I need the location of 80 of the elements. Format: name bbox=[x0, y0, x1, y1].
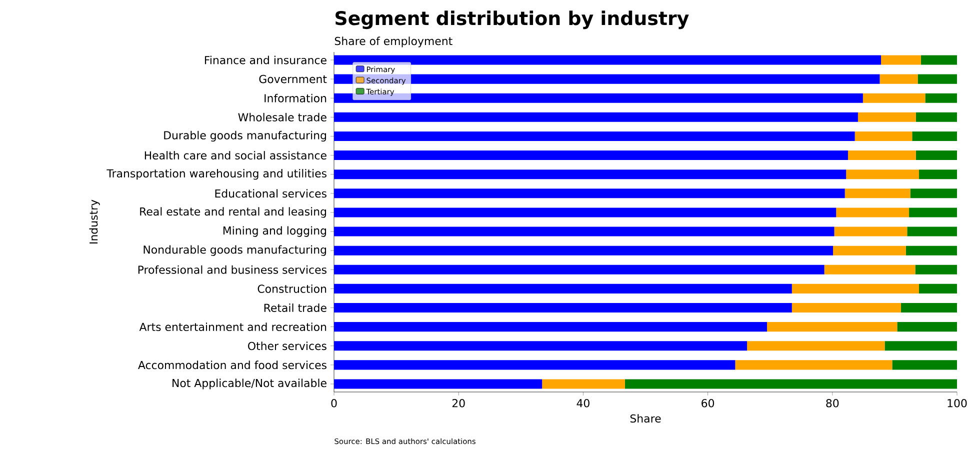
bar bbox=[624, 379, 958, 389]
bar bbox=[848, 150, 916, 160]
bar bbox=[747, 341, 885, 351]
bar bbox=[858, 112, 916, 122]
bar bbox=[892, 360, 958, 370]
bar bbox=[735, 360, 892, 370]
bar bbox=[334, 208, 836, 218]
bar bbox=[334, 112, 858, 122]
bar bbox=[920, 55, 958, 65]
y-tick-label: Real estate and rental and leasing bbox=[140, 207, 326, 218]
bar bbox=[854, 131, 912, 141]
x-tick-label: 20 bbox=[452, 399, 465, 408]
bar bbox=[792, 284, 920, 294]
bar bbox=[884, 341, 958, 351]
y-tick-label: Construction bbox=[258, 284, 326, 293]
bar bbox=[862, 93, 926, 103]
bar bbox=[334, 379, 542, 389]
y-tick-label: Government bbox=[259, 74, 327, 84]
bar bbox=[918, 74, 958, 84]
x-axis-title: Share bbox=[630, 414, 661, 423]
y-tick-label: Retail trade bbox=[264, 304, 326, 312]
x-tick-label: 80 bbox=[826, 399, 839, 408]
bar bbox=[334, 322, 767, 332]
bar bbox=[334, 264, 824, 274]
bar bbox=[334, 302, 792, 313]
chart-subtitle: Share of employment bbox=[334, 36, 452, 48]
x-tick-label: 100 bbox=[948, 399, 967, 408]
bar bbox=[919, 284, 958, 294]
bar bbox=[925, 93, 958, 103]
y-tick-label: Information bbox=[264, 94, 326, 102]
bar bbox=[334, 150, 848, 160]
y-tick-label: Wholesale trade bbox=[238, 112, 326, 122]
bar bbox=[912, 131, 958, 141]
bar bbox=[334, 284, 792, 294]
bar bbox=[833, 246, 906, 256]
bar bbox=[334, 170, 846, 180]
bar bbox=[766, 322, 898, 332]
y-tick-label: Accommodation and food services bbox=[138, 360, 326, 370]
bar bbox=[334, 188, 845, 198]
bar bbox=[907, 226, 958, 236]
bar bbox=[880, 74, 918, 84]
bar bbox=[334, 246, 834, 256]
x-tick-label: 0 bbox=[331, 399, 337, 408]
bar bbox=[881, 55, 921, 65]
bar bbox=[334, 131, 855, 141]
chart-title: Segment distribution by industry bbox=[336, 10, 689, 30]
bar bbox=[334, 226, 834, 236]
x-tick-label: 60 bbox=[702, 399, 714, 408]
bar bbox=[916, 112, 958, 122]
y-tick-label: Mining and logging bbox=[223, 226, 326, 237]
bar bbox=[844, 188, 910, 198]
y-tick-label: Other services bbox=[248, 342, 326, 350]
y-tick-label: Nondurable goods manufacturing bbox=[144, 245, 326, 256]
bar bbox=[909, 208, 958, 218]
bar bbox=[900, 302, 958, 313]
bar bbox=[906, 246, 958, 256]
bar bbox=[824, 264, 916, 274]
y-tick-label: Educational services bbox=[215, 189, 326, 198]
bar bbox=[834, 226, 908, 236]
y-tick-label: Arts entertainment and recreation bbox=[139, 322, 326, 332]
bar bbox=[836, 208, 910, 218]
bar bbox=[897, 322, 958, 332]
y-tick-label: Finance and insurance bbox=[204, 56, 326, 64]
bar bbox=[542, 379, 625, 389]
bar bbox=[792, 302, 901, 313]
bar bbox=[334, 341, 748, 351]
bar bbox=[919, 170, 958, 180]
bar bbox=[916, 150, 958, 160]
bar bbox=[846, 170, 920, 180]
bar bbox=[334, 360, 736, 370]
y-tick-label: Transportation warehousing and utilities bbox=[106, 169, 326, 180]
y-tick-label: Not Applicable/Not available bbox=[172, 378, 326, 390]
y-tick-label: Professional and business services bbox=[138, 265, 326, 274]
y-tick-label: Durable goods manufacturing bbox=[164, 130, 326, 142]
x-tick-label: 40 bbox=[576, 399, 590, 408]
y-axis-title: Industry bbox=[89, 200, 100, 244]
bar bbox=[915, 264, 958, 274]
bar bbox=[334, 55, 881, 65]
bar bbox=[910, 188, 958, 198]
y-tick-label: Health care and social assistance bbox=[144, 151, 326, 160]
